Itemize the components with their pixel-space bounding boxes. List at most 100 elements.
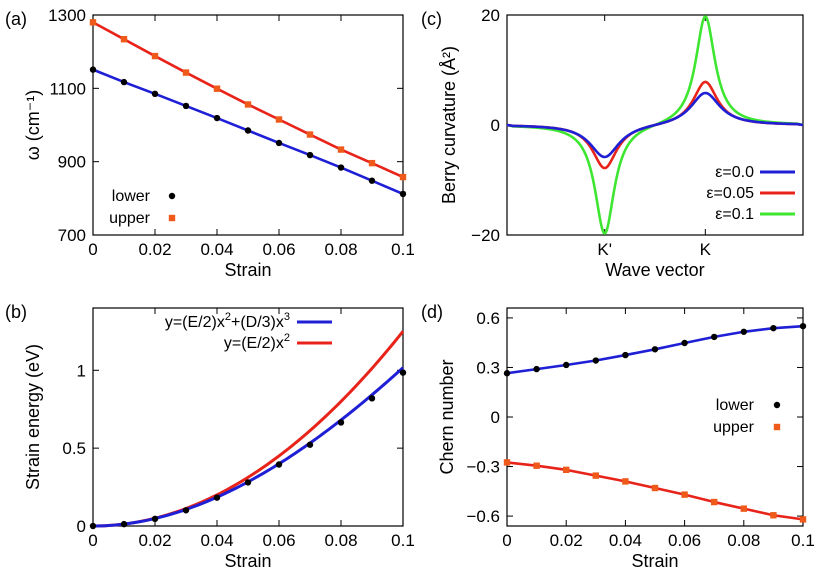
data-point-upper: [275, 116, 283, 123]
x-tick-label: 0: [88, 240, 97, 259]
data-point-upper: [213, 85, 221, 92]
data-point-lower: [799, 322, 807, 330]
fit-line-cubic: [92, 366, 405, 528]
data-point-upper: [770, 512, 777, 519]
data-point-upper: [711, 498, 718, 506]
panel-0: 700 900 1100 1300 0 0.02 0.04 0.06 0.08 0.1 Strain…: [5, 6, 415, 280]
legend-marker: [168, 192, 176, 200]
data-point: [213, 494, 221, 501]
data-point-lower: [651, 346, 659, 353]
legend-label: lower: [112, 188, 151, 205]
y-tick-label: −0.3: [466, 458, 500, 477]
y-tick-label: 0.3: [476, 358, 500, 377]
x-tick-label: K: [700, 240, 712, 259]
legend-label: upper: [713, 419, 755, 436]
data-point-upper: [799, 516, 807, 523]
y-tick-label: −20: [471, 226, 500, 245]
data-point-lower: [337, 164, 345, 171]
legend-label: ε=0.05: [706, 185, 754, 202]
data-point: [120, 520, 128, 528]
fit-line-quadratic: [92, 330, 405, 528]
data-point: [182, 507, 190, 514]
legend-label: y=(E/2)x2: [224, 332, 290, 352]
x-tick-label: 0: [88, 531, 97, 550]
x-tick-label: 0.08: [324, 240, 357, 259]
y-tick-label: 700: [58, 226, 86, 245]
y-tick-label: 0: [491, 408, 500, 427]
data-point-upper: [244, 101, 252, 108]
y-tick-label: 0: [491, 116, 500, 135]
x-axis-label: Strain: [224, 551, 271, 571]
data-point-lower: [120, 78, 128, 86]
y-axis-label: Strain energy (eV): [23, 344, 43, 490]
data-point-lower: [770, 324, 777, 332]
series-line-upper: [92, 21, 404, 179]
data-point-upper: [151, 52, 159, 60]
data-point-lower: [533, 365, 540, 373]
data-point-upper: [681, 491, 688, 498]
x-tick-label: 0.06: [262, 531, 295, 550]
x-tick-label: 0.08: [324, 531, 357, 550]
data-point-lower: [306, 151, 314, 159]
data-point-lower: [399, 190, 407, 198]
x-tick-label: 0.04: [200, 531, 233, 550]
x-tick-label: K': [597, 240, 612, 259]
y-axis-label: ω (cm⁻¹): [23, 90, 43, 161]
data-point-upper: [563, 466, 570, 474]
x-tick-label: 0.08: [727, 531, 760, 550]
data-point-upper: [89, 19, 97, 26]
data-point: [337, 419, 345, 426]
y-tick-label: 0: [77, 517, 86, 536]
legend-label: ε=0.1: [715, 206, 754, 223]
panel-label: (a): [5, 9, 27, 29]
data-point-upper: [740, 505, 747, 512]
x-tick-label: 0.1: [391, 531, 415, 550]
plot-frame: [92, 307, 404, 527]
legend-label: lower: [716, 397, 755, 414]
x-tick-label: 0: [502, 531, 511, 550]
data-point: [89, 522, 97, 530]
data-point-lower: [592, 357, 599, 364]
data-point-lower: [711, 333, 718, 341]
y-tick-label: −0.6: [466, 507, 500, 526]
y-tick-label: 20: [481, 6, 500, 25]
y-tick-label: 0.6: [476, 309, 500, 328]
data-point-lower: [275, 139, 283, 147]
data-point-lower: [244, 127, 252, 134]
y-axis-label: Chern number: [437, 359, 457, 474]
legend-marker: [773, 401, 781, 409]
data-point-lower: [368, 177, 376, 184]
data-point-upper: [592, 472, 599, 479]
data-point-lower: [89, 66, 97, 73]
data-point-lower: [740, 328, 747, 335]
data-point-upper: [503, 459, 511, 466]
x-tick-label: 0.04: [200, 240, 233, 259]
panel-label: (d): [421, 302, 443, 322]
data-point-lower: [503, 370, 511, 377]
y-tick-label: 900: [58, 153, 86, 172]
data-point: [151, 515, 159, 523]
legend-label: ε=0.0: [715, 164, 754, 181]
x-tick-label: 0.06: [668, 531, 701, 550]
legend-label: y=(E/2)x2+(D/3)x3: [165, 311, 290, 331]
panel-3: −0.6 −0.3 0 0.3 0.6 0 0.02 0.04 0.06 0.08 0.1 Strai…: [421, 302, 815, 571]
y-tick-label: 1: [77, 361, 86, 380]
curve-ε=0.0: [506, 91, 804, 159]
data-point-upper: [306, 131, 314, 138]
y-tick-label: 1300: [48, 6, 86, 25]
x-tick-label: 0.04: [609, 531, 642, 550]
data-point-lower: [622, 351, 629, 359]
panel-label: (b): [5, 302, 27, 322]
data-point-lower: [681, 339, 688, 347]
y-axis-label: Berry curvature (Å²): [439, 46, 459, 204]
x-tick-label: 0.02: [138, 531, 171, 550]
legend-marker: [168, 214, 176, 222]
x-tick-label: 0.06: [262, 240, 295, 259]
x-tick-label: 0.1: [791, 531, 815, 550]
legend-marker: [773, 423, 781, 431]
data-point-upper: [533, 462, 540, 469]
data-point-upper: [651, 484, 659, 492]
x-axis-label: Wave vector: [605, 260, 704, 280]
